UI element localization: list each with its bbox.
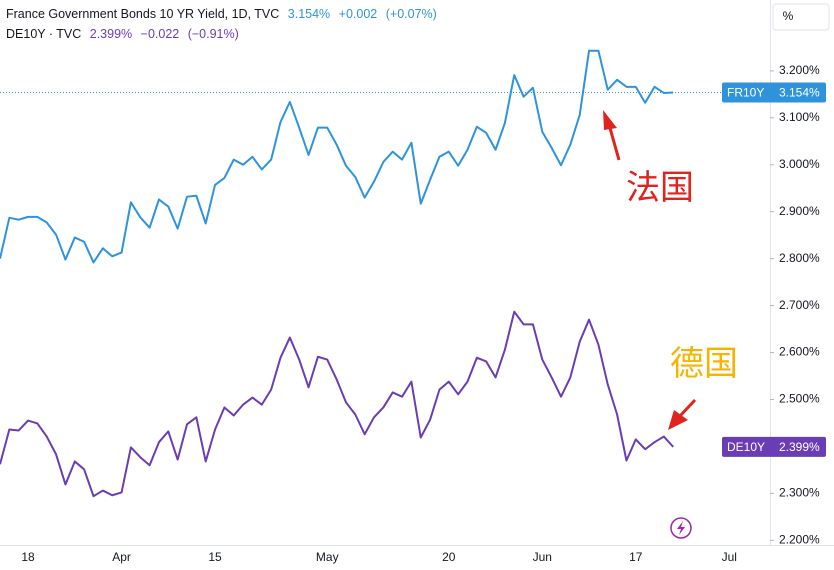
y-tick-label: 3.200%	[779, 63, 820, 77]
arrow	[603, 110, 621, 161]
legend-change: +0.002	[338, 7, 378, 21]
y-tick-label: 2.500%	[779, 392, 820, 406]
y-tick-label: 2.800%	[779, 251, 820, 265]
x-tick-label: May	[316, 550, 339, 564]
x-tick-label: Jun	[533, 550, 552, 564]
x-tick-label: 15	[208, 550, 222, 564]
y-tick-label: 2.600%	[779, 345, 820, 359]
last-value-badge	[722, 82, 826, 103]
plot-area: 2.200%2.300%2.400%2.500%2.600%2.700%2.80…	[0, 49, 820, 564]
y-tick-label: 3.000%	[779, 157, 820, 171]
y-tick-label: 3.100%	[779, 110, 820, 124]
x-tick-label: 20	[442, 550, 456, 564]
y-tick-label: 2.200%	[779, 532, 820, 546]
badge-value: 2.399%	[779, 440, 820, 454]
legend-change-pct: (−0.91%)	[187, 27, 239, 41]
arrow	[668, 398, 697, 430]
lightning-icon[interactable]	[670, 517, 692, 539]
y-tick-label: 2.700%	[779, 298, 820, 312]
annotation: 法国	[626, 169, 694, 207]
annotation: 德国	[670, 345, 738, 383]
legend-name: DE10Y · TVC	[6, 27, 82, 41]
legend-change: −0.022	[140, 27, 180, 41]
x-tick-label: Jul	[722, 550, 737, 564]
x-tick-label: Apr	[112, 550, 131, 564]
x-tick-label: 17	[629, 550, 643, 564]
y-tick-label: 2.900%	[779, 204, 820, 218]
last-value-badge	[722, 436, 826, 457]
unit-label: %	[783, 9, 794, 23]
lightning-glyph	[677, 521, 685, 535]
y-tick-label: 2.300%	[779, 486, 820, 500]
unit-button[interactable]	[772, 3, 830, 31]
badge-name: DE10Y	[727, 440, 765, 454]
legend-row: France Government Bonds 10 YR Yield, 1D,…	[6, 7, 442, 21]
legend-value: 3.154%	[287, 7, 331, 21]
x-tick-label: 18	[21, 550, 35, 564]
legend-name: France Government Bonds 10 YR Yield, 1D,…	[6, 7, 280, 21]
legend-value: 2.399%	[89, 27, 133, 41]
legend-row: DE10Y · TVC 2.399% −0.022 (−0.91%)	[6, 27, 244, 41]
badge-value: 3.154%	[779, 86, 820, 100]
series-line	[0, 49, 674, 264]
badge-name: FR10Y	[727, 86, 764, 100]
legend-change-pct: (+0.07%)	[385, 7, 437, 21]
series-line	[0, 310, 674, 498]
